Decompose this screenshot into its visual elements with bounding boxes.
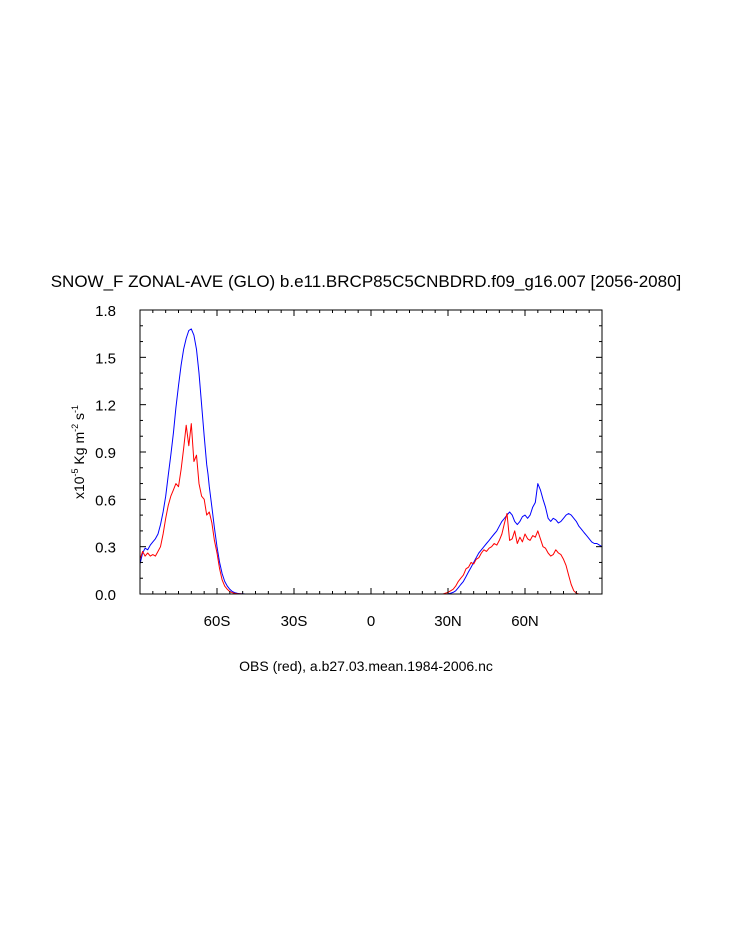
series-line-1 xyxy=(139,423,602,595)
y-label-units: Kg m xyxy=(71,432,87,469)
y-label-prefix: x10 xyxy=(71,476,87,499)
y-label-exp3: -1 xyxy=(70,405,80,413)
x-tick-label: 60S xyxy=(204,613,231,630)
y-axis-label: x10-5 Kg m-2 s-1 xyxy=(70,405,87,499)
y-tick-label: 1.8 xyxy=(95,303,116,320)
x-tick-label: 30S xyxy=(281,613,308,630)
x-axis-label: OBS (red), a.b27.03.mean.1984-2006.nc xyxy=(239,658,493,674)
plot-frame xyxy=(139,309,603,595)
y-label-exp2: -2 xyxy=(70,424,80,432)
chart-title: SNOW_F ZONAL-AVE (GLO) b.e11.BRCP85C5CNB… xyxy=(51,272,682,291)
y-tick-label: 0.6 xyxy=(95,492,116,509)
y-label-exp1: -5 xyxy=(70,468,80,476)
y-tick-label: 0.0 xyxy=(95,587,116,604)
svg-text:x10-5 Kg m-2 s-1: x10-5 Kg m-2 s-1 xyxy=(70,405,87,499)
y-tick-label: 0.3 xyxy=(95,540,116,557)
x-tick-label: 30N xyxy=(434,613,462,630)
y-tick-label: 1.5 xyxy=(95,350,116,367)
x-tick-label: 0 xyxy=(367,613,375,630)
y-tick-label: 0.9 xyxy=(95,445,116,462)
x-tick-label: 60N xyxy=(511,613,539,630)
y-tick-label: 1.2 xyxy=(95,398,116,415)
y-label-s: s xyxy=(71,413,87,424)
series-line-0 xyxy=(139,328,603,595)
plot-area: 0.0 0.3 0.6 0.9 1.2 1.5 1.8 60S 30S 0 30N 60N xyxy=(95,303,603,630)
